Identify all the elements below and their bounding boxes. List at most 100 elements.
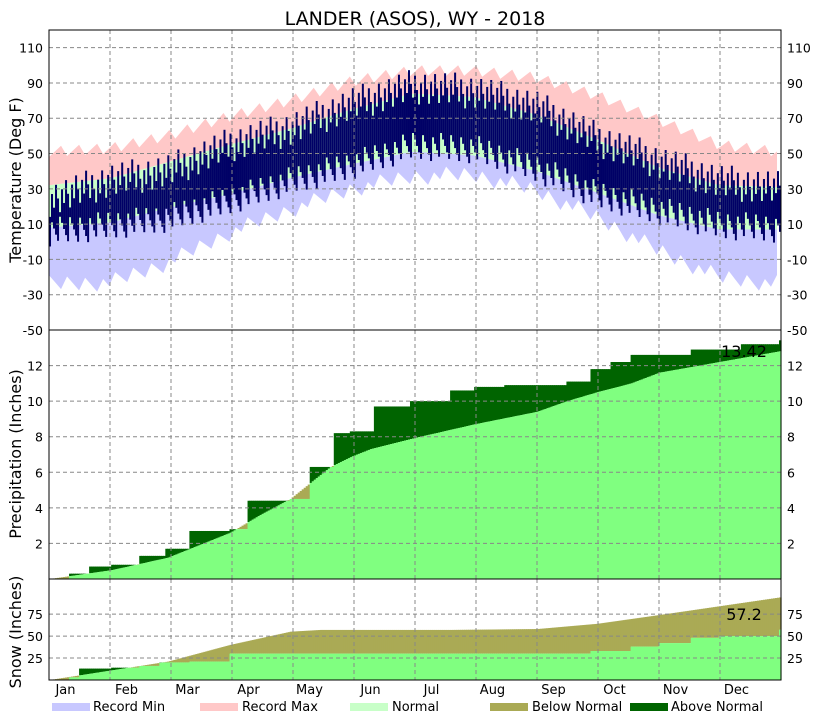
- observed-temp-bar: [655, 148, 657, 211]
- y-tick-label-right: 12: [787, 359, 803, 374]
- observed-temp-bar: [336, 126, 338, 156]
- observed-temp-bar: [181, 176, 183, 225]
- observed-temp-bar: [51, 194, 53, 222]
- observed-temp-bar: [472, 93, 474, 146]
- observed-temp-bar: [73, 198, 75, 229]
- observed-temp-bar: [456, 87, 458, 155]
- legend-swatch-below-normal: [490, 703, 528, 711]
- observed-temp-bar: [452, 95, 454, 142]
- observed-temp-bar: [590, 141, 592, 202]
- observed-temp-bar: [320, 128, 322, 170]
- observed-temp-bar: [89, 198, 91, 218]
- observed-temp-bar: [516, 90, 518, 148]
- observed-temp-bar: [530, 120, 532, 166]
- observed-temp-bar: [777, 171, 779, 225]
- observed-temp-bar: [564, 124, 566, 168]
- observed-temp-bar: [191, 170, 193, 223]
- observed-temp-bar: [733, 180, 735, 234]
- observed-temp-bar: [111, 166, 113, 225]
- observed-temp-bar: [661, 157, 663, 202]
- observed-temp-bar: [398, 75, 400, 154]
- observed-temp-bar: [418, 104, 420, 152]
- observed-temp-bar: [75, 175, 77, 235]
- month-label: Aug: [480, 683, 505, 698]
- observed-temp-bar: [131, 159, 133, 225]
- observed-temp-bar: [113, 180, 115, 232]
- observed-temp-bar: [173, 159, 175, 202]
- observed-temp-bar: [683, 175, 685, 217]
- observed-temp-bar: [556, 136, 558, 170]
- y-tick-label-right: 110: [787, 41, 811, 56]
- observed-temp-bar: [663, 172, 665, 209]
- observed-temp-bar: [221, 153, 223, 190]
- observed-temp-bar: [157, 158, 159, 214]
- observed-temp-bar: [430, 82, 432, 161]
- observed-temp-bar: [179, 163, 181, 220]
- observed-temp-bar: [61, 189, 63, 223]
- observed-temp-bar: [470, 79, 472, 140]
- observed-temp-bar: [440, 81, 442, 133]
- legend-swatch-record-min: [52, 703, 90, 711]
- observed-temp-bar: [272, 130, 274, 182]
- observed-temp-bar: [667, 165, 669, 222]
- month-label: Oct: [603, 683, 625, 698]
- observed-temp-bar: [296, 112, 298, 190]
- observed-temp-bar: [175, 173, 177, 208]
- observed-temp-bar: [767, 172, 769, 224]
- observed-temp-bar: [689, 183, 691, 207]
- legend-label-below-normal: Below Normal: [532, 700, 622, 715]
- observed-temp-bar: [404, 79, 406, 140]
- observed-temp-bar: [639, 137, 641, 217]
- temperature-axis-label: Temperature (Deg F): [6, 97, 25, 264]
- observed-temp-bar: [332, 99, 334, 175]
- observed-temp-bar: [679, 182, 681, 203]
- observed-temp-bar: [649, 176, 651, 221]
- observed-temp-bar: [594, 135, 596, 186]
- observed-temp-bar: [219, 139, 221, 214]
- observed-temp-bar: [406, 93, 408, 146]
- precip-total-annotation: 13.42: [721, 342, 767, 361]
- observed-temp-bar: [619, 133, 621, 208]
- observed-temp-bar: [149, 176, 151, 221]
- observed-temp-bar: [633, 165, 635, 196]
- observed-temp-bar: [693, 177, 695, 221]
- observed-temp-bar: [687, 168, 689, 230]
- observed-temp-bar: [384, 88, 386, 143]
- observed-temp-bar: [566, 139, 568, 175]
- observed-temp-bar: [304, 130, 306, 184]
- observed-temp-bar: [637, 159, 639, 210]
- observed-temp-bar: [490, 80, 492, 148]
- observed-temp-bar: [757, 172, 759, 221]
- observed-temp-bar: [340, 117, 342, 168]
- observed-temp-bar: [368, 88, 370, 158]
- observed-temp-bar: [262, 135, 264, 184]
- observed-temp-bar: [526, 91, 528, 153]
- observed-temp-bar: [308, 120, 310, 165]
- observed-temp-bar: [586, 147, 588, 188]
- observed-temp-bar: [494, 110, 496, 162]
- observed-temp-bar: [143, 170, 145, 232]
- observed-temp-bar: [550, 126, 552, 178]
- observed-temp-bar: [252, 139, 254, 185]
- observed-temp-bar: [119, 185, 121, 219]
- observed-temp-bar: [298, 126, 300, 167]
- observed-temp-bar: [234, 161, 236, 194]
- observed-temp-bar: [434, 74, 436, 144]
- observed-temp-bar: [376, 107, 378, 151]
- observed-temp-bar: [103, 184, 105, 231]
- observed-temp-bar: [446, 88, 448, 153]
- observed-temp-bar: [560, 130, 562, 184]
- observed-temp-bar: [651, 155, 653, 198]
- month-label: Mar: [175, 683, 200, 698]
- observed-temp-bar: [193, 147, 195, 199]
- observed-temp-bar: [346, 121, 348, 156]
- observed-temp-bar: [155, 181, 157, 208]
- observed-temp-bar: [242, 143, 244, 187]
- observed-temp-bar: [697, 170, 699, 234]
- snow-total-annotation: 57.2: [726, 605, 762, 624]
- observed-temp-bar: [584, 131, 586, 180]
- observed-temp-bar: [442, 95, 444, 139]
- observed-temp-bar: [759, 186, 761, 227]
- y-tick-label-right: 4: [787, 501, 795, 516]
- y-tick-label-left: -30: [23, 288, 43, 303]
